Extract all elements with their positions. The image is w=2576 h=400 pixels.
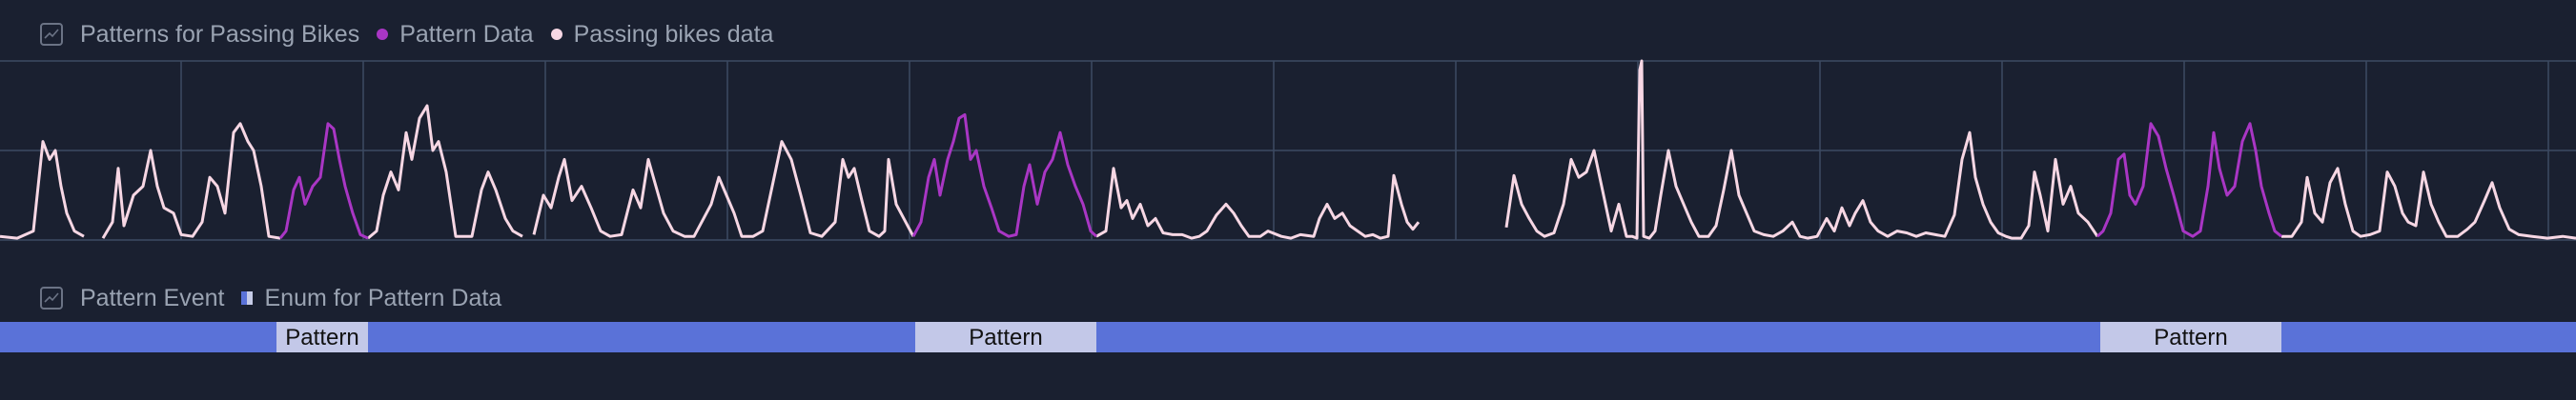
timeline-event-0[interactable]	[276, 322, 368, 352]
pattern-timeline[interactable]: Pattern Pattern Pattern	[0, 322, 2576, 352]
legend-dot-passing-bikes	[550, 29, 562, 40]
series-line-pattern-data-2[interactable]	[2096, 122, 2282, 238]
chart-title: Patterns for Passing Bikes	[80, 20, 360, 48]
line-chart[interactable]	[0, 59, 2576, 246]
legend-label-enum: Enum for Pattern Data	[264, 284, 502, 311]
series-line-passing-bikes-3[interactable]	[532, 140, 915, 238]
legend-dot-pattern-data	[377, 29, 389, 40]
legend-label-passing-bikes: Passing bikes data	[573, 20, 774, 48]
timeline-event-1[interactable]	[915, 322, 1096, 352]
series-line-passing-bikes-1[interactable]	[101, 122, 281, 240]
chart-type-toggle-icon[interactable]	[40, 23, 63, 46]
legend-item-pattern-data[interactable]: Pattern Data	[377, 20, 534, 49]
enum-swatch-icon	[241, 291, 254, 305]
legend-item-passing-bikes[interactable]: Passing bikes data	[550, 20, 774, 49]
chart-legend: Patterns for Passing Bikes Pattern Data …	[40, 15, 773, 53]
timeline-legend: Pattern Event Enum for Pattern Data	[40, 279, 501, 317]
legend-item-enum[interactable]: Enum for Pattern Data	[241, 285, 501, 312]
series-line-passing-bikes-2[interactable]	[367, 104, 523, 240]
series-line-passing-bikes-4[interactable]	[1095, 167, 1421, 240]
timeline-event-label-0: Pattern	[285, 325, 358, 350]
timeline-event-label-2: Pattern	[2154, 325, 2227, 350]
timeline-event-label-1: Pattern	[969, 325, 1042, 350]
series-line-passing-bikes-5[interactable]	[1504, 59, 2099, 240]
series-line-pattern-data-0[interactable]	[278, 122, 369, 240]
timeline-type-toggle-icon[interactable]	[40, 287, 63, 310]
series-line-passing-bikes-0[interactable]	[0, 140, 85, 240]
legend-label-pattern-data: Pattern Data	[399, 20, 534, 48]
series-line-passing-bikes-6[interactable]	[2281, 167, 2576, 240]
series-line-pattern-data-1[interactable]	[911, 112, 1098, 238]
timeline-title: Pattern Event	[80, 284, 225, 311]
timeline-event-2[interactable]	[2100, 322, 2281, 352]
